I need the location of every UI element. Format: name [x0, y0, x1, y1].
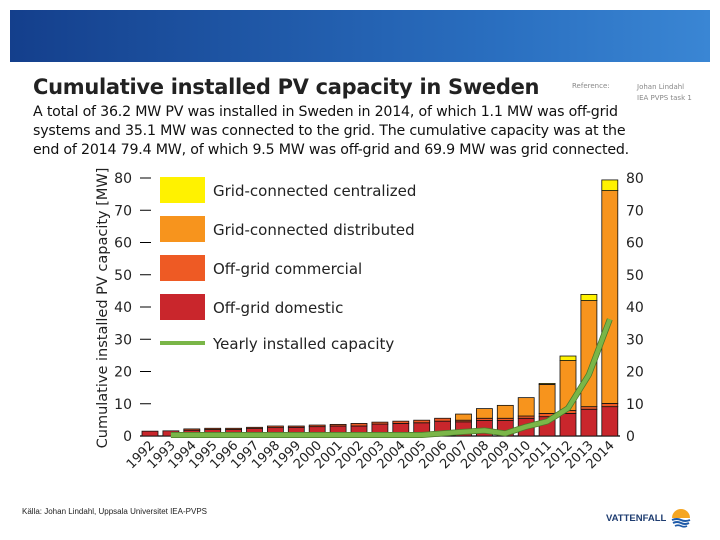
reference-text: Johan Lindahl IEA PVPS task 1	[637, 82, 692, 104]
bar-segment	[455, 413, 472, 421]
bar-segment	[392, 420, 410, 424]
bar-segment	[225, 427, 243, 430]
bar-segment	[287, 425, 305, 428]
y-tick-label-right: 40	[626, 300, 644, 316]
legend-swatch	[160, 255, 205, 281]
bar-segment	[517, 397, 535, 417]
y-tick-label-right: 50	[626, 268, 644, 284]
y-tick-label-right: 80	[626, 171, 644, 187]
bar-segment	[434, 417, 452, 422]
y-tick-label-left: 70	[114, 203, 132, 219]
bar-segment	[183, 428, 201, 431]
bar-segment	[141, 430, 159, 437]
bar-segment	[538, 383, 556, 414]
bar-segment	[559, 355, 577, 361]
bar-segment	[601, 403, 619, 408]
legend-swatch	[160, 294, 205, 320]
legend-label: Grid-connected centralized	[213, 182, 416, 200]
y-tick-label-right: 10	[626, 397, 644, 413]
y-tick-label-right: 0	[626, 429, 635, 445]
legend-label: Grid-connected distributed	[213, 221, 415, 239]
header-bar	[10, 10, 710, 62]
yearly-installed-line	[170, 318, 612, 438]
bar-segment	[580, 408, 598, 437]
reference-line: IEA PVPS task 1	[637, 94, 692, 102]
y-tick-label-left: 10	[114, 397, 132, 413]
source-note: Källa: Johan Lindahl, Uppsala Universite…	[22, 507, 207, 516]
bar-segment	[308, 424, 326, 428]
legend-swatch	[160, 216, 205, 242]
bar-segment	[496, 404, 514, 419]
y-axis-label: Cumulative installed PV capacity [MW]	[95, 168, 111, 449]
y-tick-label-left: 0	[123, 429, 132, 445]
bar-segment	[266, 425, 284, 429]
y-tick-label-right: 60	[626, 236, 644, 252]
y-tick-label-left: 80	[114, 171, 132, 187]
legend-label: Yearly installed capacity	[212, 335, 394, 353]
legend-label: Off-grid commercial	[213, 260, 362, 278]
bar-segment	[538, 383, 556, 385]
legend-swatch	[160, 177, 205, 203]
slide-title: Cumulative installed PV capacity in Swed…	[33, 75, 540, 99]
logo-text: VATTENFALL	[606, 512, 667, 524]
bar-segment	[475, 408, 493, 419]
bar-segment	[601, 179, 619, 191]
y-tick-label-left: 50	[114, 268, 132, 284]
reference-line: Johan Lindahl	[637, 83, 685, 91]
bar-segment	[350, 423, 368, 427]
bar-segment	[580, 294, 598, 301]
y-tick-label-right: 30	[626, 332, 644, 348]
y-tick-label-left: 60	[114, 236, 132, 252]
sun-wave-icon	[671, 509, 691, 528]
y-tick-label-right: 20	[626, 365, 644, 381]
bar-segment	[601, 190, 619, 404]
y-tick-label-left: 40	[114, 300, 132, 316]
bar-segment	[559, 413, 577, 437]
bar-segment	[246, 426, 263, 429]
reference-label: Reference:	[572, 82, 610, 90]
bar-segment	[601, 406, 619, 437]
legend-label: Off-grid domestic	[213, 299, 343, 317]
slide-description: A total of 36.2 MW PV was installed in S…	[33, 104, 629, 158]
bar-segment	[329, 423, 347, 427]
bar-segment	[204, 427, 222, 430]
vattenfall-logo: VATTENFALL	[606, 507, 692, 529]
bar-segment	[413, 419, 431, 424]
y-tick-label-left: 30	[114, 332, 132, 348]
y-tick-label-right: 70	[626, 203, 644, 219]
y-tick-label-left: 20	[114, 365, 132, 381]
bar-segment	[371, 421, 389, 425]
